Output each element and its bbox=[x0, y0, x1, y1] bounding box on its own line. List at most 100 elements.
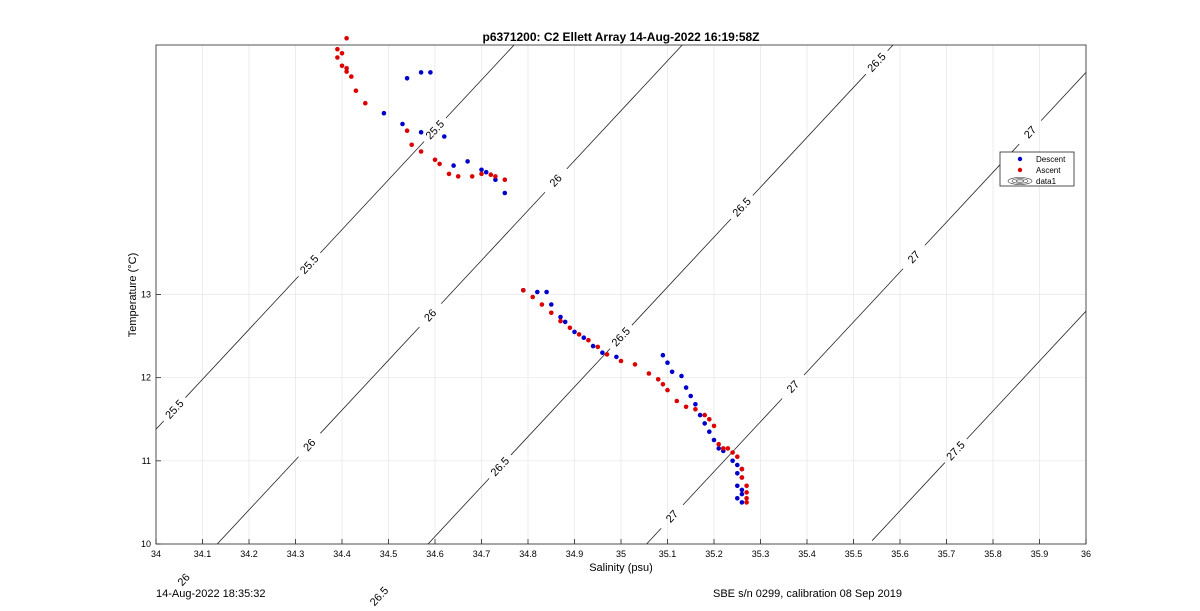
ascent-point bbox=[693, 407, 698, 412]
descent-point bbox=[614, 354, 619, 360]
descent-point bbox=[400, 121, 405, 127]
descent-point bbox=[669, 369, 675, 375]
legend: Descent Ascent data1 bbox=[999, 151, 1075, 187]
ascent-point bbox=[674, 398, 680, 404]
x-axis-label: Salinity (psu) bbox=[589, 562, 653, 574]
ascent-point bbox=[363, 100, 368, 106]
descent-point bbox=[711, 437, 717, 443]
isopycnal-segment bbox=[631, 218, 732, 326]
descent-point bbox=[735, 483, 740, 489]
y-tick-label: 13 bbox=[141, 290, 151, 300]
isopycnal-line-26 bbox=[216, 45, 683, 544]
descent-point bbox=[581, 335, 587, 341]
ascent-point bbox=[618, 358, 624, 364]
ascent-point bbox=[339, 63, 345, 69]
x-tick-label: 35.4 bbox=[798, 549, 816, 559]
y-tick-label: 10 bbox=[141, 539, 151, 549]
legend-label-data1: data1 bbox=[1036, 177, 1057, 186]
descent-point bbox=[600, 350, 605, 356]
descent-point bbox=[739, 487, 745, 493]
ascent-point bbox=[418, 149, 424, 154]
descent-point bbox=[479, 167, 484, 173]
isopycnal-segment bbox=[440, 191, 546, 304]
isopycnal-segment bbox=[871, 462, 946, 541]
ascent-point bbox=[595, 344, 601, 350]
descent-point bbox=[679, 373, 684, 379]
isopycnal-label: 27 bbox=[664, 508, 681, 525]
x-tick-label: 34.3 bbox=[287, 549, 305, 559]
ascent-point bbox=[455, 174, 461, 179]
descent-point bbox=[693, 402, 698, 407]
ascent-point bbox=[521, 288, 526, 293]
descent-point bbox=[428, 70, 433, 75]
ascent-point bbox=[744, 490, 749, 495]
x-tick-label: 34.6 bbox=[426, 549, 444, 559]
isopycnal-label: 27 bbox=[1022, 124, 1039, 141]
ascent-point bbox=[725, 446, 731, 451]
ascent-point bbox=[479, 171, 484, 177]
ascent-point bbox=[344, 66, 349, 71]
ascent-point bbox=[744, 500, 749, 505]
ascent-point bbox=[744, 496, 749, 501]
descent-point bbox=[572, 329, 577, 335]
y-tick-label: 12 bbox=[141, 373, 151, 383]
ascent-point bbox=[586, 337, 591, 343]
isopycnal-label: 26.5 bbox=[865, 51, 888, 75]
isopycnal-label: 25.5 bbox=[163, 398, 186, 422]
x-tick-label: 34.8 bbox=[519, 549, 537, 559]
x-tick-label: 34.2 bbox=[240, 549, 258, 559]
isopycnal-segment bbox=[803, 268, 904, 376]
descent-point bbox=[558, 314, 563, 320]
ascent-point bbox=[632, 362, 638, 367]
ascent-point bbox=[502, 177, 508, 182]
isopycnal-label: 25.5 bbox=[298, 253, 321, 277]
ascent-point bbox=[702, 412, 707, 418]
ascent-point bbox=[567, 325, 573, 331]
descent-point bbox=[730, 458, 735, 464]
ascent-point bbox=[646, 371, 652, 376]
descent-point bbox=[688, 393, 693, 399]
legend-box bbox=[999, 151, 1075, 187]
scatter-points bbox=[335, 36, 749, 505]
ascent-point bbox=[344, 69, 349, 74]
isopycnal-label: 26.5 bbox=[489, 455, 512, 479]
descent-point bbox=[739, 491, 745, 497]
descent-point bbox=[660, 352, 666, 358]
legend-marker-ascent bbox=[1017, 167, 1023, 173]
isopycnal-segment bbox=[752, 73, 867, 196]
legend-marker-contour-icon bbox=[1007, 177, 1033, 185]
ascent-point bbox=[655, 377, 661, 382]
ascent-point bbox=[683, 404, 689, 410]
isopycnal-label: 27 bbox=[785, 379, 802, 396]
y-tick-label: 11 bbox=[142, 456, 151, 466]
ascent-point bbox=[349, 74, 354, 79]
ascent-point bbox=[539, 302, 545, 307]
grid bbox=[155, 45, 1087, 545]
isopycnal-segment bbox=[566, 45, 683, 170]
x-tick-label: 35.9 bbox=[1031, 549, 1049, 559]
legend-label-descent: Descent bbox=[1036, 155, 1066, 164]
isopycnal-segment bbox=[320, 326, 420, 434]
descent-point bbox=[502, 190, 508, 196]
descent-point bbox=[735, 496, 740, 501]
isopycnal-line-27-5 bbox=[871, 310, 1086, 541]
isopycnal-segment bbox=[185, 275, 299, 398]
descent-point bbox=[451, 163, 456, 168]
ascent-point bbox=[744, 483, 749, 489]
descent-point bbox=[544, 289, 549, 295]
ascent-point bbox=[339, 51, 345, 56]
isopycnal-label: 26.5 bbox=[731, 196, 754, 220]
isopycnal-label: 26 bbox=[176, 572, 193, 589]
ascent-point bbox=[469, 174, 475, 179]
x-axis-ticks: 34 34.1 34.2 34.3 34.4 34.5 34.6 34.7 34.8 34.9 35… bbox=[151, 539, 1091, 559]
isopycnal-segment bbox=[1040, 72, 1086, 121]
x-tick-label: 34.4 bbox=[333, 549, 351, 559]
descent-point bbox=[381, 110, 387, 116]
isopycnal-label: 26 bbox=[301, 437, 318, 454]
descent-point bbox=[404, 76, 410, 81]
isopycnal-label: 27.5 bbox=[944, 439, 967, 463]
ascent-point bbox=[344, 36, 349, 41]
x-tick-label: 34.9 bbox=[566, 549, 584, 559]
ascent-point bbox=[488, 172, 494, 177]
